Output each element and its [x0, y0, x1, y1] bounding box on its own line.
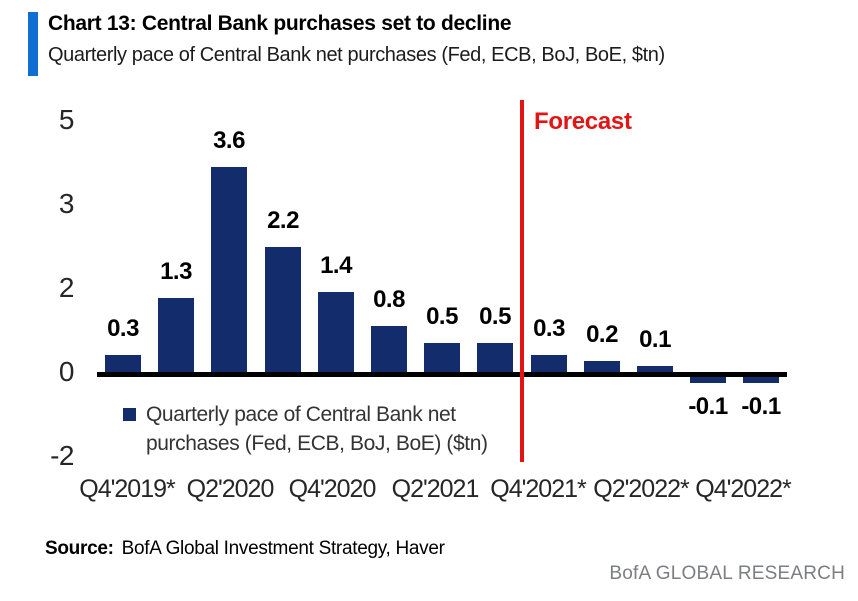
bar: [158, 298, 194, 372]
bar: [637, 366, 673, 372]
bar: [265, 247, 301, 372]
bar: [584, 361, 620, 372]
chart-legend: Quarterly pace of Central Bank net purch…: [123, 400, 488, 458]
legend-label: Quarterly pace of Central Bank net purch…: [146, 400, 488, 458]
x-tick-label: Q4'2020: [288, 475, 377, 503]
source-label: Source:: [45, 538, 114, 559]
bar: [477, 343, 513, 372]
bar: [690, 377, 726, 383]
x-tick-label: Q4'2022*: [695, 475, 791, 503]
x-axis-baseline: [97, 372, 787, 377]
y-tick-label: -2: [50, 440, 74, 471]
forecast-label: Forecast: [534, 108, 632, 135]
legend-label-line1: Quarterly pace of Central Bank net: [146, 403, 456, 426]
bar-value-label: 0.2: [586, 321, 618, 348]
forecast-divider-line: [520, 100, 524, 462]
bar: [531, 355, 567, 372]
legend-label-line2: purchases (Fed, ECB, BoJ, BoE) ($tn): [146, 432, 488, 455]
y-tick-label: 3: [58, 188, 75, 219]
x-tick-label: Q4'2019*: [79, 475, 175, 503]
bar: [318, 292, 354, 372]
bar-value-label: 1.4: [320, 252, 352, 279]
x-tick-label: Q4'2021*: [490, 475, 586, 503]
bar-value-label: 0.5: [426, 303, 458, 330]
y-tick-label: 0: [58, 356, 75, 387]
bar: [371, 326, 407, 372]
x-tick-label: Q2'2020: [186, 475, 275, 503]
bar-value-label: 0.1: [639, 326, 671, 353]
bar-value-label: 0.8: [373, 286, 405, 313]
bar-value-label: 0.3: [107, 315, 139, 342]
y-tick-label: 5: [58, 104, 75, 135]
bar-value-label: -0.1: [741, 393, 781, 420]
bar: [211, 167, 247, 372]
bar: [743, 377, 779, 383]
bar: [424, 343, 460, 372]
y-tick-label: 2: [58, 272, 75, 303]
bar-value-label: 0.5: [479, 303, 511, 330]
x-tick-label: Q2'2022*: [593, 475, 689, 503]
source-text: BofA Global Investment Strategy, Haver: [121, 538, 445, 559]
bar-value-label: 0.3: [533, 315, 565, 342]
legend-swatch: [123, 408, 136, 421]
bar-value-label: 1.3: [160, 258, 192, 285]
title-accent-bar: [28, 12, 38, 76]
chart-subtitle: Quarterly pace of Central Bank net purch…: [48, 44, 665, 66]
bar-value-label: 2.2: [267, 207, 299, 234]
x-tick-label: Q2'2021: [391, 475, 480, 503]
bar-value-label: -0.1: [688, 393, 728, 420]
bar: [105, 355, 141, 372]
brand-footer: BofA GLOBAL RESEARCH: [609, 563, 845, 584]
chart-title: Chart 13: Central Bank purchases set to …: [48, 12, 512, 35]
bar-value-label: 3.6: [213, 127, 245, 154]
source-line: Source: BofA Global Investment Strategy, …: [45, 538, 445, 560]
